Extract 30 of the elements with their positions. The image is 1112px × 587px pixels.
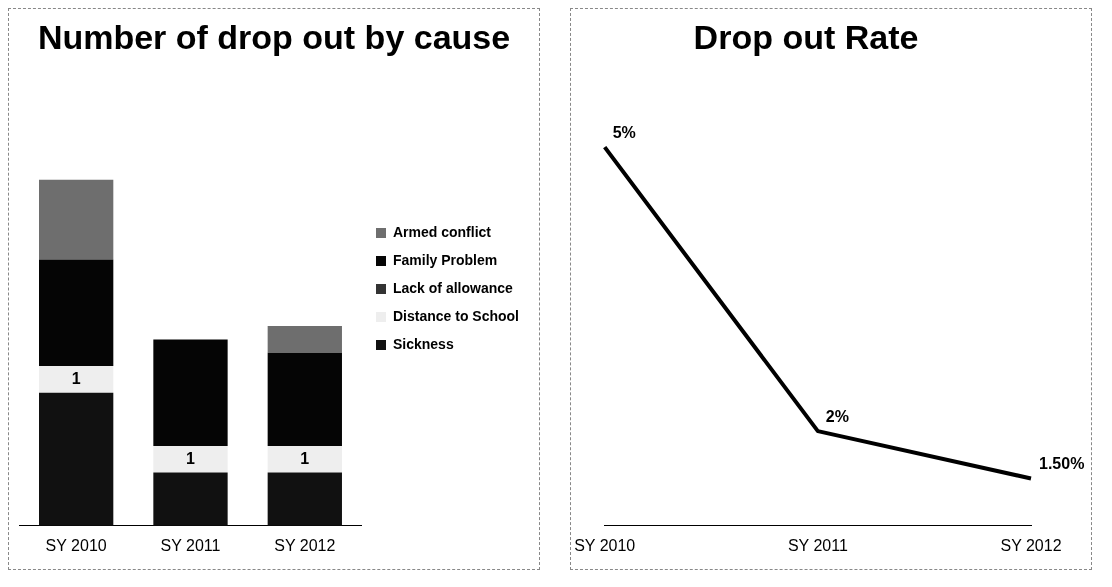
data-label: 1.50% xyxy=(1039,454,1085,472)
legend-label: Family Problem xyxy=(392,251,498,268)
x-tick-label: SY 2012 xyxy=(274,536,336,554)
bar xyxy=(153,445,228,473)
x-tick-label: SY 2011 xyxy=(160,536,221,554)
data-label: 5% xyxy=(612,123,636,141)
data-label: 2% xyxy=(825,407,849,425)
chart-title: Drop out Rate xyxy=(693,17,919,56)
bar xyxy=(267,445,342,473)
data-label: 1 xyxy=(300,449,310,467)
bar xyxy=(153,339,228,446)
legend-label: Armed conflict xyxy=(392,223,492,240)
chart-title: Number of drop out by cause xyxy=(37,17,511,56)
legend-label: Distance to School xyxy=(392,307,520,324)
x-tick-label: SY 2010 xyxy=(574,536,636,554)
bar xyxy=(39,259,114,367)
data-label: 1 xyxy=(186,449,196,467)
bar xyxy=(267,352,342,446)
x-tick-label: SY 2012 xyxy=(1000,536,1062,554)
bar xyxy=(39,392,114,526)
bar xyxy=(39,179,114,260)
data-label: 1 xyxy=(71,369,81,387)
bar xyxy=(153,472,228,526)
bar xyxy=(267,472,342,526)
bar xyxy=(39,366,114,393)
bar xyxy=(267,326,342,353)
legend-label: Sickness xyxy=(392,335,454,352)
legend-label: Lack of allowance xyxy=(392,279,514,296)
x-tick-label: SY 2010 xyxy=(45,536,107,554)
x-tick-label: SY 2011 xyxy=(787,536,848,554)
